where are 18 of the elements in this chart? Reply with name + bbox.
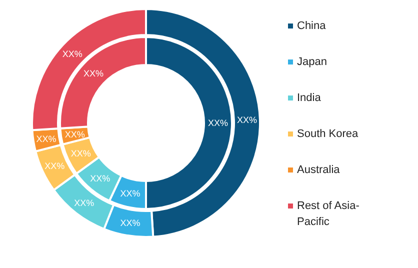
legend-label: Japan xyxy=(297,56,327,68)
data-label: XX% xyxy=(236,114,257,125)
legend-label: Rest of Asia-Pacific xyxy=(297,200,360,228)
data-label: XX% xyxy=(44,161,65,172)
data-label: XX% xyxy=(90,173,110,184)
data-label: XX% xyxy=(74,198,94,208)
data-label: XX% xyxy=(36,134,56,144)
data-label: XX% xyxy=(62,48,82,59)
data-label: XX% xyxy=(120,188,140,198)
legend-label: Australia xyxy=(297,164,341,176)
legend-label: China xyxy=(297,20,327,32)
data-label: XX% xyxy=(64,129,85,140)
legend-label: South Korea xyxy=(297,128,360,140)
data-label: XX% xyxy=(120,218,140,228)
data-label: XX% xyxy=(70,148,91,159)
data-label: XX% xyxy=(84,68,104,79)
legend-label: India xyxy=(297,92,322,104)
data-label: XX% xyxy=(208,118,228,128)
